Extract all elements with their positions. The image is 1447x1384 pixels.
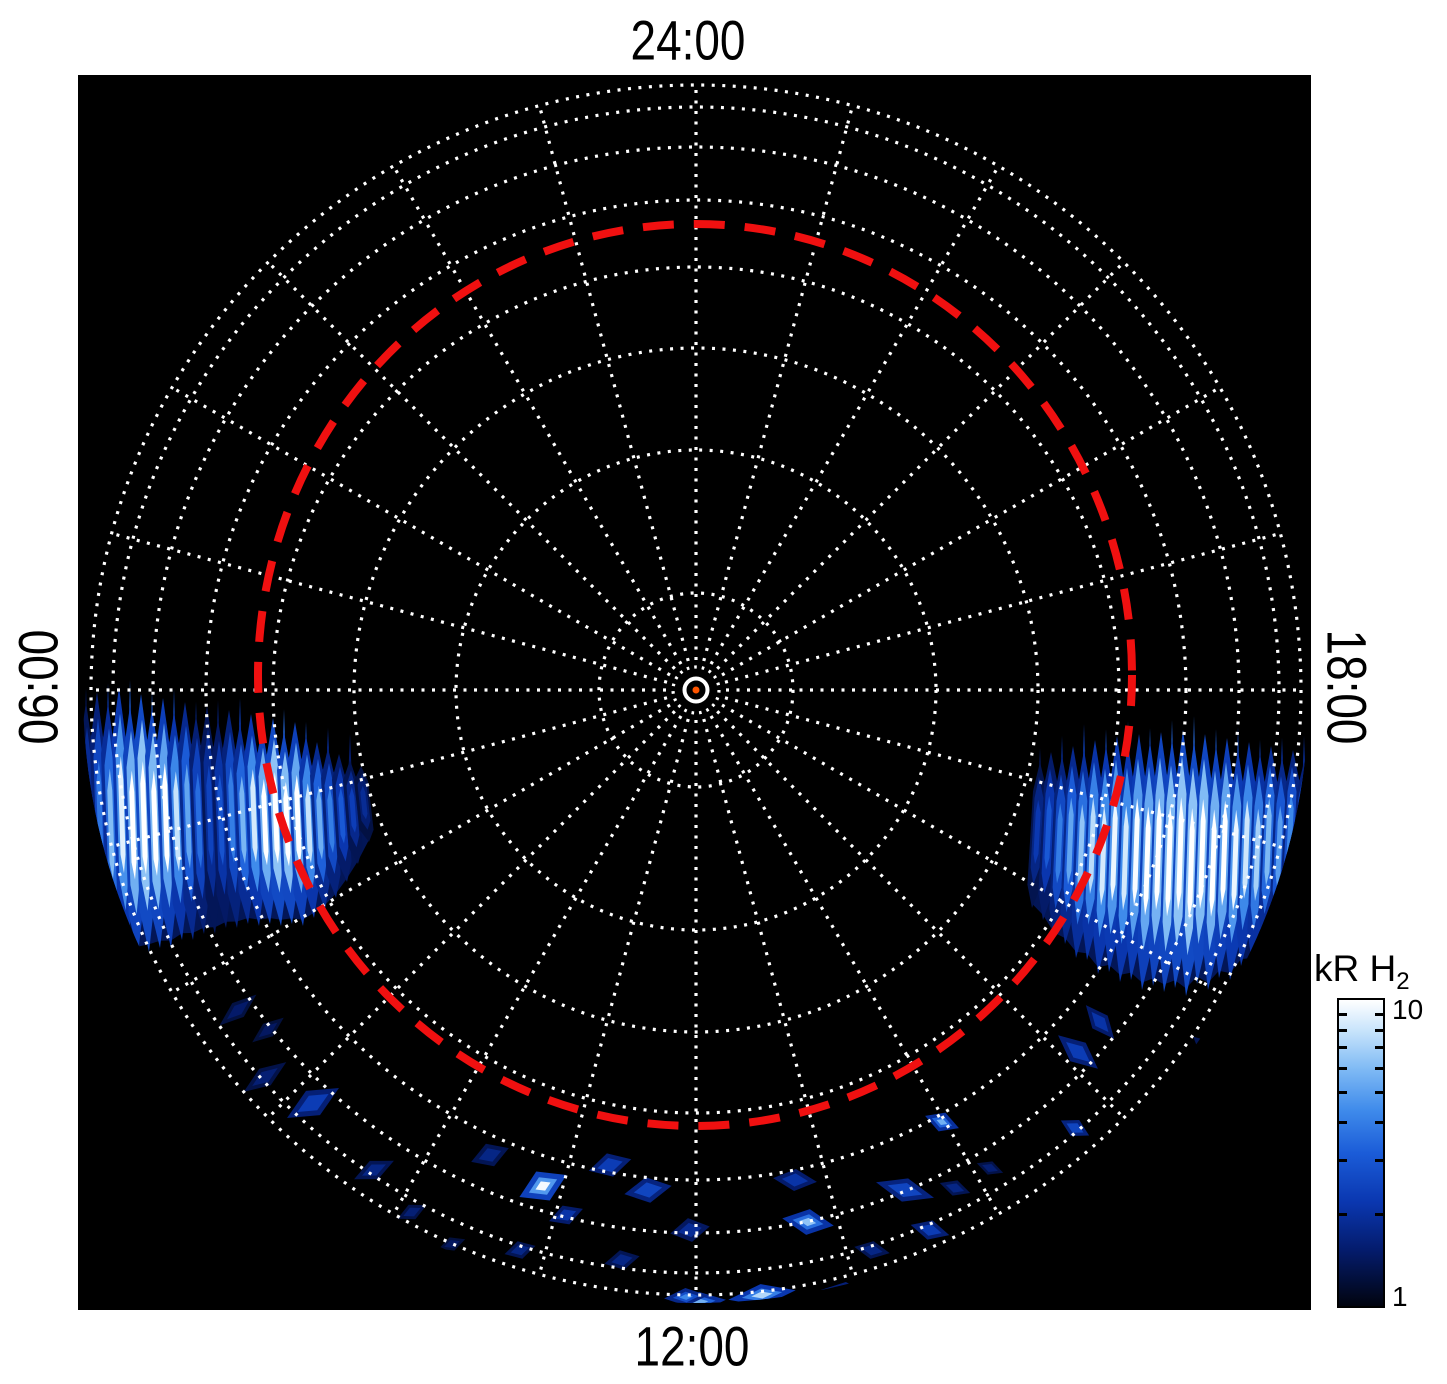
colorbar-tick-4-right — [1375, 1120, 1383, 1124]
colorbar-tick-3-left — [1339, 1159, 1347, 1162]
colorbar-tick-6-left — [1339, 1066, 1347, 1070]
local-time-label-18: 18:00 — [1315, 629, 1379, 745]
colorbar-title: kR H2 — [1314, 948, 1410, 996]
colorbar-tick-9-left — [1339, 1013, 1347, 1016]
colorbar-title-subscript: 2 — [1396, 968, 1410, 995]
local-time-label-12: 12:00 — [634, 1314, 750, 1378]
colorbar-tick-4-left — [1339, 1120, 1347, 1124]
colorbar-min-label: 1 — [1392, 1281, 1408, 1312]
colorbar-tick-8-left — [1339, 1028, 1347, 1032]
colorbar-tick-9-right — [1375, 1013, 1383, 1016]
colorbar-tick-8-right — [1375, 1028, 1383, 1032]
aurora-polar-map — [78, 75, 1311, 1310]
colorbar-title-text: kR H — [1314, 948, 1397, 989]
colorbar-tick-3-right — [1375, 1159, 1383, 1162]
colorbar-tick-6-right — [1375, 1066, 1383, 1070]
colorbar-tick-7-left — [1339, 1046, 1347, 1050]
colorbar-tick-2-left — [1339, 1212, 1347, 1216]
colorbar-max-label: 10 — [1392, 994, 1424, 1025]
colorbar-tick-5-left — [1339, 1091, 1347, 1095]
colorbar-tick-5-right — [1375, 1091, 1383, 1095]
polar-plot-area — [78, 75, 1311, 1310]
colorbar — [1337, 998, 1385, 1308]
colorbar-tick-2-right — [1375, 1212, 1383, 1216]
local-time-label-06: 06:00 — [6, 629, 70, 745]
colorbar-tick-7-right — [1375, 1046, 1383, 1050]
local-time-label-24: 24:00 — [630, 8, 746, 72]
